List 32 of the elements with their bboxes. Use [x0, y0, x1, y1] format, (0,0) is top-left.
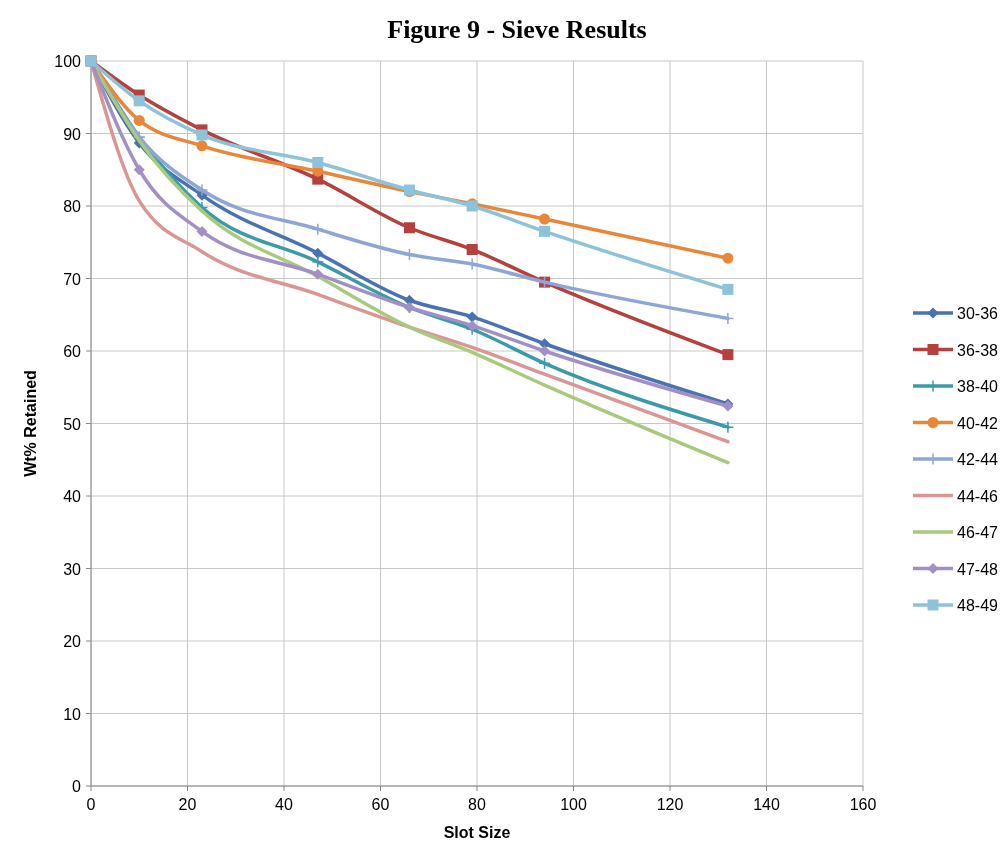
x-tick-label: 120: [656, 796, 684, 813]
y-tick-label: 30: [63, 560, 82, 578]
x-axis-title: Slot Size: [443, 824, 511, 841]
legend-label: 46-47: [957, 524, 999, 541]
y-tick-label: 40: [63, 488, 82, 505]
y-axis-title: Wt% Retained: [22, 370, 39, 477]
x-tick-label: 40: [275, 796, 293, 813]
x-tick-label: 0: [86, 796, 96, 813]
legend-label: 42-44: [957, 451, 999, 468]
y-tick-label: 60: [63, 343, 82, 360]
x-tick-label: 80: [468, 796, 486, 813]
legend-label: 48-49: [957, 597, 999, 614]
chart-title: Figure 9 - Sieve Results: [387, 15, 647, 44]
x-tick-label: 60: [371, 796, 390, 813]
y-tick-label: 0: [72, 778, 82, 795]
y-tick-label: 10: [63, 705, 82, 723]
legend-label: 36-38: [957, 341, 999, 359]
legend-label: 44-46: [957, 487, 999, 505]
legend-label: 38-40: [957, 378, 999, 395]
x-tick-label: 140: [753, 796, 780, 813]
x-tick-label: 20: [178, 796, 197, 813]
y-tick-label: 100: [54, 53, 82, 70]
y-tick-label: 50: [63, 415, 82, 433]
x-tick-label: 160: [849, 796, 877, 813]
y-tick-label: 20: [63, 633, 82, 650]
x-tick-label: 100: [560, 796, 587, 813]
y-tick-label: 80: [63, 198, 82, 215]
y-tick-label: 70: [63, 270, 82, 288]
legend-label: 40-42: [957, 414, 999, 432]
y-tick-label: 90: [63, 125, 82, 143]
legend-label: 47-48: [957, 560, 999, 578]
legend-label: 30-36: [957, 305, 999, 322]
